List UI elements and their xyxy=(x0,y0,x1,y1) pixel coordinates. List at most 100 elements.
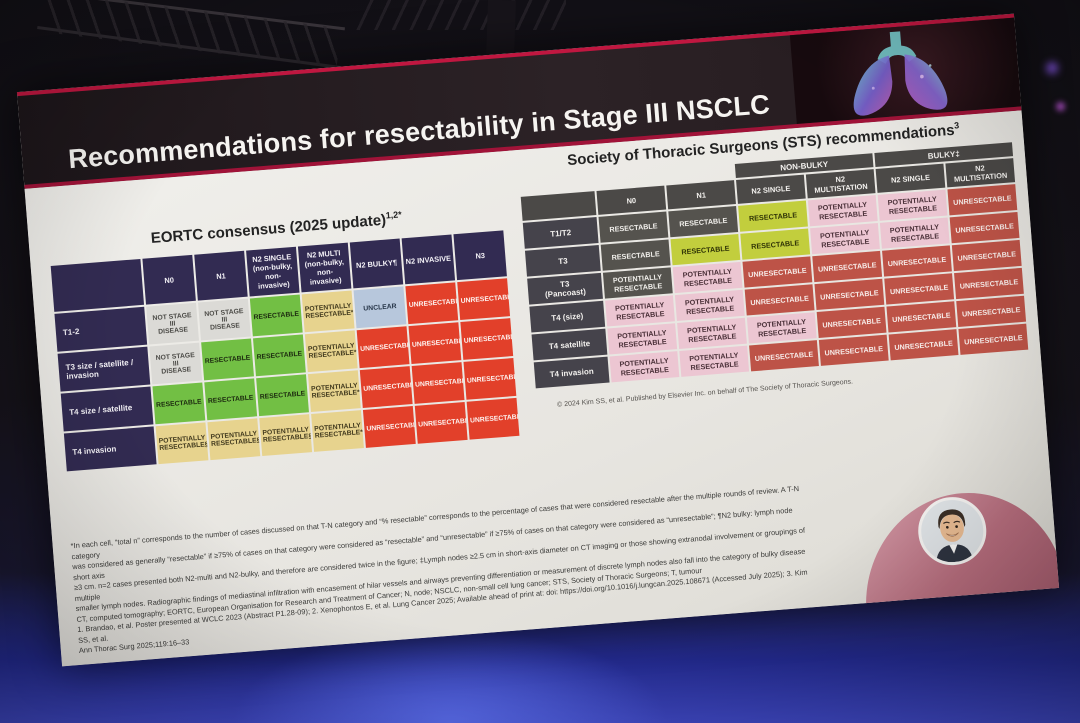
corner-cell xyxy=(50,258,145,312)
corner-cell xyxy=(520,191,597,221)
column-header: N2 MULTISTATION xyxy=(945,158,1016,188)
matrix-cell: RESECTABLE xyxy=(668,206,739,238)
column-header: N3 xyxy=(453,230,507,281)
row-label: T4 satellite xyxy=(531,328,608,361)
matrix-cell: UNRESECTABLE xyxy=(888,329,959,361)
matrix-cell: RESECTABLE xyxy=(152,382,206,425)
matrix-cell: UNRESECTABLE xyxy=(457,278,511,321)
column-header: N2 SINGLE (non-bulky, non-invasive) xyxy=(246,246,300,297)
matrix-cell: POTENTIALLY RESECTABLE xyxy=(602,267,673,299)
matrix-cell: POTENTIALLY RESECTABLE* xyxy=(304,330,358,373)
matrix-cell: UNRESECTABLE xyxy=(954,267,1024,300)
matrix-cell: UNRESECTABLE xyxy=(882,245,952,277)
matrix-cell: RESECTABLE xyxy=(598,211,669,243)
matrix-cell: UNRESECTABLE xyxy=(414,401,468,444)
matrix-cell: POTENTIALLY RESECTABLE xyxy=(607,323,678,355)
row-label: T1-2 xyxy=(54,306,148,352)
matrix-cell: POTENTIALLY RESECTABLE§ xyxy=(155,422,209,465)
column-header: N2 INVASIVE xyxy=(401,234,456,285)
row-label: T1/T2 xyxy=(522,217,599,249)
column-header: N2 SINGLE xyxy=(736,174,806,204)
matrix-cell: RESECTABLE xyxy=(600,239,671,271)
matrix-cell: POTENTIALLY RESECTABLE xyxy=(879,217,950,249)
matrix-cell: POTENTIALLY RESECTABLE xyxy=(679,345,750,377)
matrix-cell: POTENTIALLY RESECTABLE xyxy=(810,222,880,255)
matrix-cell: UNRESECTABLE xyxy=(818,334,889,366)
lungs-art-panel xyxy=(789,17,1022,125)
matrix-cell: UNRESECTABLE xyxy=(359,366,413,408)
eortc-title-superscript: 1,2* xyxy=(385,209,403,221)
eortc-resectability-table: N0 N1 N2 SINGLE (non-bulky, non-invasive) N… xyxy=(49,228,522,473)
matrix-cell: POTENTIALLY RESECTABLE* xyxy=(307,370,361,413)
matrix-cell: UNCLEAR xyxy=(353,286,407,329)
column-header: N2 SINGLE xyxy=(875,163,946,193)
column-header: N1 xyxy=(666,180,736,210)
ceiling-truss-lattice xyxy=(42,0,342,68)
column-header: N0 xyxy=(596,185,667,215)
matrix-cell: POTENTIALLY RESECTABLE xyxy=(877,189,948,221)
matrix-cell: UNRESECTABLE xyxy=(742,256,813,288)
matrix-cell: UNRESECTABLE xyxy=(460,318,514,360)
column-header: N2 MULTISTATION xyxy=(805,169,876,199)
matrix-cell: POTENTIALLY RESECTABLE xyxy=(746,312,817,344)
matrix-cell: UNRESECTABLE xyxy=(814,278,885,311)
matrix-cell: RESECTABLE xyxy=(738,200,808,232)
sts-title-superscript: 3 xyxy=(953,120,960,131)
matrix-cell: UNRESECTABLE xyxy=(744,284,815,316)
matrix-cell: UNRESECTABLE xyxy=(749,340,819,372)
matrix-cell: UNRESECTABLE xyxy=(463,357,517,400)
matrix-cell: RESECTABLE xyxy=(204,378,258,421)
column-header: N2 BULKY¶ xyxy=(349,238,404,289)
matrix-cell: UNRESECTABLE xyxy=(816,306,887,338)
matrix-cell: POTENTIALLY RESECTABLE xyxy=(674,289,745,322)
row-label: T3 xyxy=(524,244,601,277)
matrix-cell: UNRESECTABLE xyxy=(951,239,1022,272)
speaker-badge-wave xyxy=(857,485,1060,620)
matrix-cell: RESECTABLE xyxy=(249,294,303,337)
speaker-avatar xyxy=(915,494,989,568)
matrix-cell: RESECTABLE xyxy=(252,334,306,377)
matrix-cell: NOT STAGE III DISEASE xyxy=(146,302,200,345)
matrix-cell: POTENTIALLY RESECTABLE§ xyxy=(259,414,313,456)
ceiling-truss-lattice xyxy=(356,0,566,30)
matrix-cell: UNRESECTABLE xyxy=(812,250,883,283)
speaker-face-icon xyxy=(918,497,986,565)
matrix-cell: POTENTIALLY RESECTABLE xyxy=(672,261,743,294)
purple-light-sparkle xyxy=(1046,62,1058,74)
sts-resectability-table: NON-BULKY BULKY‡ N0 N1 N2 SINGLE N2 MULTISTAT… xyxy=(517,140,1030,390)
matrix-cell: POTENTIALLY RESECTABLE xyxy=(605,295,675,327)
matrix-cell: UNRESECTABLE xyxy=(356,326,410,369)
matrix-cell: UNRESECTABLE xyxy=(411,362,465,404)
matrix-cell: POTENTIALLY RESECTABLE*§ xyxy=(311,410,364,452)
row-label: T4 invasion xyxy=(533,356,610,389)
matrix-cell: POTENTIALLY RESECTABLE xyxy=(807,195,878,227)
matrix-cell: NOT STAGE III DISEASE xyxy=(149,342,203,385)
matrix-cell: UNRESECTABLE xyxy=(949,211,1020,244)
matrix-cell: RESECTABLE xyxy=(256,374,309,417)
lungs-icon xyxy=(853,31,948,116)
matrix-cell: UNRESECTABLE xyxy=(947,184,1018,216)
sts-section: Society of Thoracic Surgeons (STS) recom… xyxy=(515,116,1030,410)
row-label: T4 (size) xyxy=(529,300,606,333)
matrix-cell: NOT STAGE III DISEASE xyxy=(198,298,251,341)
matrix-cell: POTENTIALLY RESECTABLE xyxy=(609,351,680,383)
matrix-cell: RESECTABLE xyxy=(670,233,741,266)
matrix-cell: UNRESECTABLE xyxy=(886,301,957,333)
column-header: N0 xyxy=(142,254,196,305)
matrix-cell: POTENTIALLY RESECTABLE§ xyxy=(207,418,261,461)
matrix-cell: POTENTIALLY RESECTABLE xyxy=(677,317,747,349)
matrix-cell: UNRESECTABLE xyxy=(956,295,1027,327)
matrix-cell: RESECTABLE xyxy=(201,338,254,381)
matrix-cell: UNRESECTABLE xyxy=(466,397,520,440)
eortc-section: EORTC consensus (2025 update)1,2* N0 N1 N2… xyxy=(46,201,523,473)
column-header: N2 MULTI (non-bulky, non-invasive) xyxy=(297,242,352,293)
matrix-cell: RESECTABLE xyxy=(740,228,811,260)
matrix-cell: UNRESECTABLE xyxy=(958,323,1029,355)
row-label: T3 (Pancoast) xyxy=(527,272,603,305)
presentation-slide: Recommendations for resectability in Sta… xyxy=(16,13,1060,667)
column-header: N1 xyxy=(194,250,248,301)
matrix-cell: UNRESECTABLE xyxy=(884,273,955,305)
matrix-cell: UNRESECTABLE xyxy=(408,322,462,364)
row-label: T4 invasion xyxy=(63,426,157,472)
